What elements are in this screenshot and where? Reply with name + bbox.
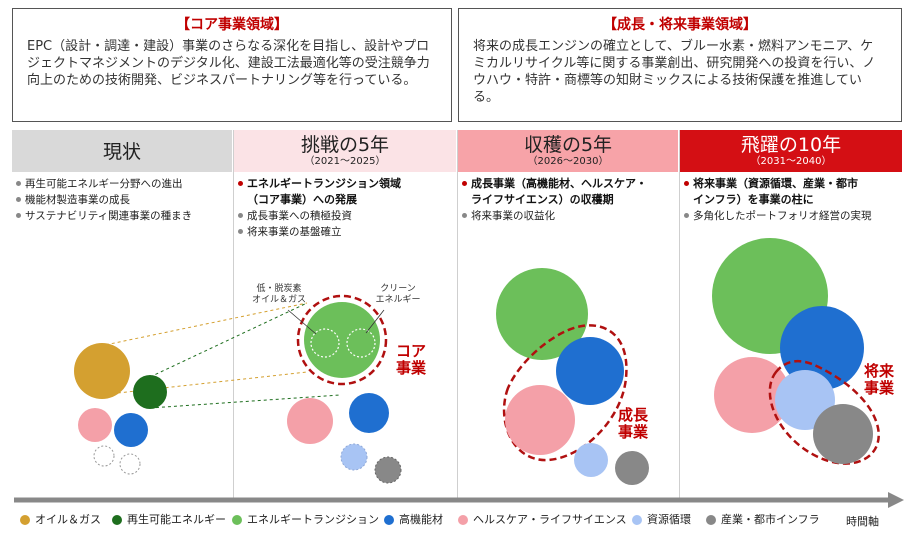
- bubble-resource-circulation: [340, 443, 368, 471]
- list-item: 再生可能エネルギー分野への進出: [16, 176, 230, 192]
- legend-item-energy-transition: エネルギートランジション: [232, 513, 379, 527]
- legend-dot: [632, 515, 642, 525]
- legend-label: 再生可能エネルギー: [127, 513, 226, 526]
- core-business-box: 【コア事業領域】 EPC（設計・調達・建設）事業のさらなる深化を目指し、設計やプ…: [12, 8, 452, 122]
- label-pointer: [365, 309, 385, 334]
- legend-dot: [384, 515, 394, 525]
- divider: [233, 130, 234, 498]
- phase-leap: 飛躍の10年 （2031～2040）: [680, 130, 902, 172]
- legend-dot: [232, 515, 242, 525]
- growth-business-text: 将来の成長エンジンの確立として、ブルー水素・燃料アンモニア、ケミカルリサイクル等…: [473, 39, 876, 105]
- core-callout: コア 事業: [395, 342, 426, 377]
- list-item-bold: エネルギートランジション領域 （コア事業）への発展: [238, 176, 454, 208]
- bubble-low-carbon: [310, 328, 340, 358]
- legend-item-functional-materials: 高機能材: [384, 513, 443, 527]
- bubble-oil-gas: [74, 343, 130, 399]
- bubble-infrastructure: [615, 451, 649, 485]
- time-axis-label: 時間軸: [846, 515, 879, 528]
- label-low-carbon: 低・脱炭素 オイル＆ガス: [251, 284, 306, 305]
- divider: [679, 130, 680, 498]
- list-item: 機能材製造事業の成長: [16, 192, 230, 208]
- phase-current: 現状: [12, 130, 232, 172]
- core-business-title: 【コア事業領域】: [176, 17, 288, 33]
- legend-dot: [706, 515, 716, 525]
- time-axis-arrowhead: [888, 492, 904, 508]
- legend-dot: [20, 515, 30, 525]
- phase-title: 収穫の5年: [523, 134, 613, 156]
- divider: [457, 130, 458, 498]
- label-clean-energy: クリーン エネルギー: [375, 284, 421, 305]
- phase-title: 挑戦の5年: [300, 134, 390, 156]
- bubble-resource-circulation: [574, 443, 608, 477]
- column-current: 再生可能エネルギー分野への進出 機能材製造事業の成長 サステナビリティ関連事業の…: [16, 176, 230, 224]
- future-highlight-ring: [768, 360, 880, 465]
- bubble-healthcare: [78, 408, 112, 442]
- phase-harvest: 収穫の5年 （2026～2030）: [458, 130, 678, 172]
- legend-dot: [458, 515, 468, 525]
- connector-line: [149, 394, 341, 409]
- bubble-energy-transition: [496, 268, 588, 360]
- legend-label: 高機能材: [399, 513, 443, 526]
- list-item: サステナビリティ関連事業の種まき: [16, 208, 230, 224]
- legend-item-infrastructure: 産業・都市インフラ: [706, 513, 820, 527]
- bubble-functional-materials: [114, 413, 148, 447]
- bubble-healthcare: [714, 357, 790, 433]
- legend-item-resource-circulation: 資源循環: [632, 513, 691, 527]
- growth-highlight-ring: [502, 324, 628, 462]
- bubble-functional-materials: [780, 306, 864, 390]
- connector-line: [99, 371, 308, 396]
- legend-item-renewable: 再生可能エネルギー: [112, 513, 226, 527]
- phase-title: 飛躍の10年: [740, 134, 842, 156]
- bubble-clean-energy: [346, 328, 376, 358]
- legend-item-oil-gas: オイル＆ガス: [20, 513, 101, 527]
- list-item-bold: 将来事業（資源循環、産業・都市 インフラ）を事業の柱に: [684, 176, 900, 208]
- phase-years: （2031～2040）: [750, 156, 832, 167]
- label-pointer: [287, 309, 317, 335]
- list-item: 将来事業の収益化: [462, 208, 676, 224]
- growth-callout: 成長 事業: [617, 406, 648, 441]
- bubble-infrastructure-seed: [119, 453, 141, 475]
- legend-label: 資源循環: [647, 513, 691, 526]
- legend-label: ヘルスケア・ライフサイエンス: [473, 513, 627, 526]
- bubble-renewable: [133, 375, 167, 409]
- core-business-text: EPC（設計・調達・建設）事業のさらなる深化を目指し、設計やプロジェクトマネジメ…: [27, 39, 430, 88]
- legend-label: 産業・都市インフラ: [721, 513, 820, 526]
- bubble-infrastructure: [374, 456, 402, 484]
- column-leap: 将来事業（資源循環、産業・都市 インフラ）を事業の柱に 多角化したポートフォリオ…: [684, 176, 900, 224]
- connector-line: [99, 302, 308, 347]
- bubble-functional-materials: [349, 393, 389, 433]
- column-challenge: エネルギートランジション領域 （コア事業）への発展 成長事業への積極投資 将来事…: [238, 176, 454, 240]
- future-callout: 将来 事業: [863, 362, 894, 397]
- growth-business-title: 【成長・将来事業領域】: [603, 17, 757, 33]
- phase-challenge: 挑戦の5年 （2021～2025）: [234, 130, 456, 172]
- connector-line: [149, 302, 308, 378]
- legend-item-healthcare: ヘルスケア・ライフサイエンス: [458, 513, 627, 527]
- growth-business-box: 【成長・将来事業領域】 将来の成長エンジンの確立として、ブルー水素・燃料アンモニ…: [458, 8, 902, 122]
- core-highlight-ring: [296, 294, 388, 386]
- bubble-healthcare: [505, 385, 575, 455]
- list-item: 多角化したポートフォリオ経営の実現: [684, 208, 900, 224]
- phase-years: （2021～2025）: [304, 156, 386, 167]
- list-item: 成長事業への積極投資: [238, 208, 454, 224]
- bubble-functional-materials: [556, 337, 624, 405]
- bubble-healthcare: [287, 398, 333, 444]
- phase-years: （2026～2030）: [527, 156, 609, 167]
- bubble-resource-circulation-seed: [93, 445, 115, 467]
- bubble-energy-transition: [304, 302, 380, 378]
- phase-title: 現状: [102, 141, 141, 163]
- legend-dot: [112, 515, 122, 525]
- list-item: 将来事業の基盤確立: [238, 224, 454, 240]
- bubble-infrastructure: [813, 404, 873, 464]
- legend-label: オイル＆ガス: [35, 513, 101, 526]
- column-harvest: 成長事業（高機能材、ヘルスケア・ ライフサイエンス）の収穫期 将来事業の収益化: [462, 176, 676, 224]
- legend-label: エネルギートランジション: [247, 513, 379, 526]
- list-item-bold: 成長事業（高機能材、ヘルスケア・ ライフサイエンス）の収穫期: [462, 176, 676, 208]
